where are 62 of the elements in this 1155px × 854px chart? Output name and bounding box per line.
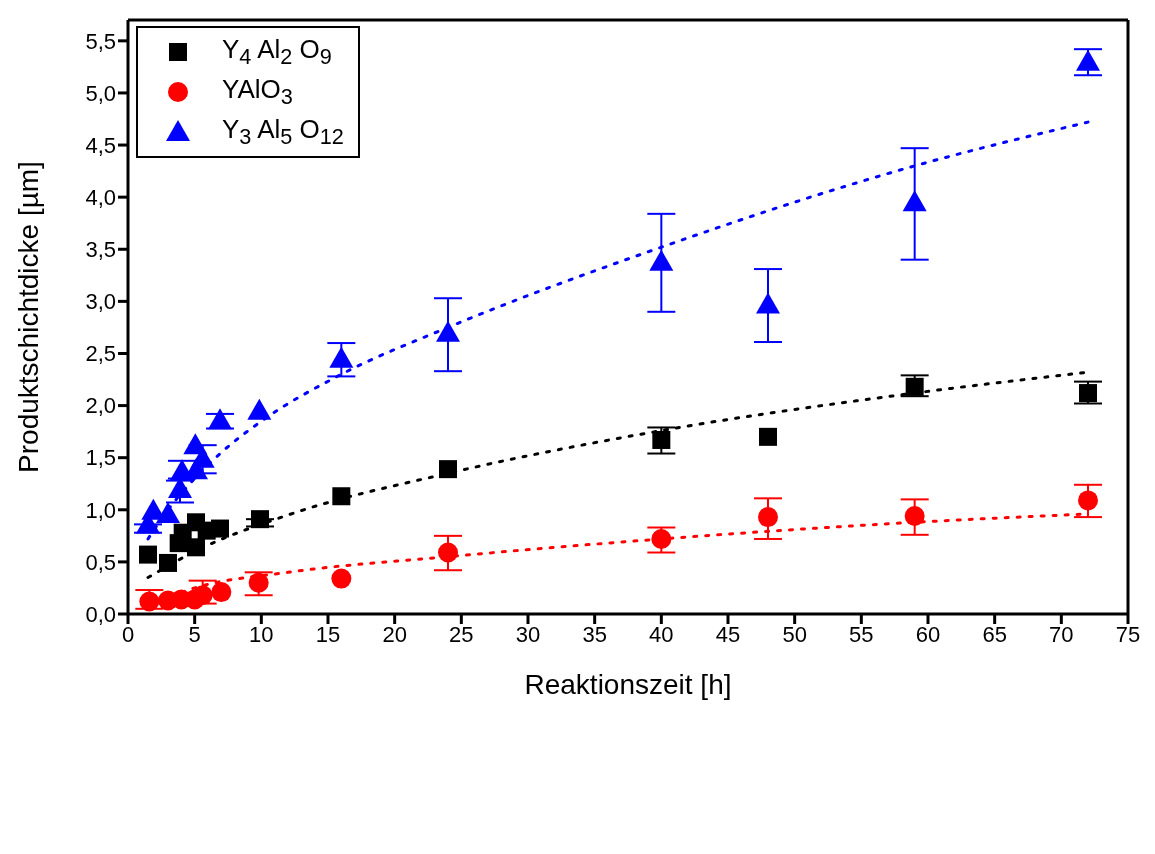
point <box>649 249 674 271</box>
x-tick-label: 70 <box>1049 621 1074 647</box>
y-tick-label: 0,0 <box>85 601 116 627</box>
point <box>902 190 927 212</box>
x-tick-label: 10 <box>249 621 274 647</box>
x-tick-label: 75 <box>1115 621 1141 647</box>
x-tick-label: 55 <box>849 621 874 647</box>
point <box>159 553 177 572</box>
legend-label: Y$_{3}$ Al$_{5}$ O$_{12}$ <box>222 113 344 151</box>
x-axis-title: Reaktionszeit [h] <box>524 669 732 700</box>
y-tick-label: 1,5 <box>85 445 116 471</box>
x-tick-label: 40 <box>649 621 674 647</box>
point <box>1078 490 1098 511</box>
point <box>211 519 229 538</box>
y-tick-label: 2,5 <box>85 341 116 367</box>
legend-label: Y$_{4}$ Al$_{2}$ O$_{9}$ <box>222 33 332 71</box>
y-tick-label: 4,0 <box>85 184 116 210</box>
y-tick-label: 4,5 <box>85 132 116 158</box>
point <box>652 430 671 449</box>
point <box>332 487 351 506</box>
point <box>331 568 352 589</box>
point <box>756 292 780 314</box>
point <box>139 591 160 612</box>
point <box>192 585 213 606</box>
x-tick-label: 20 <box>382 621 407 647</box>
point <box>248 572 269 593</box>
y-tick-label: 3,5 <box>85 237 116 263</box>
point <box>247 398 272 420</box>
point <box>1076 49 1100 71</box>
x-tick-label: 30 <box>515 621 541 647</box>
x-tick-label: 45 <box>715 621 741 647</box>
y-tick-label: 5,0 <box>85 80 116 106</box>
y-tick-label: 0,5 <box>85 549 116 575</box>
point <box>1079 384 1097 403</box>
y-tick-label: 1,0 <box>85 497 116 523</box>
point <box>904 506 925 527</box>
point <box>436 320 460 342</box>
point <box>329 346 354 368</box>
point <box>758 507 778 528</box>
x-tick-label: 15 <box>315 621 341 647</box>
x-tick-label: 50 <box>782 621 807 647</box>
point <box>438 542 458 563</box>
point <box>139 545 157 564</box>
point <box>190 446 215 468</box>
legend-label: YAlO$_{3}$ <box>222 73 293 111</box>
x-tick-label: 25 <box>449 621 474 647</box>
point <box>156 501 180 523</box>
x-tick-label: 35 <box>582 621 607 647</box>
point <box>651 528 672 549</box>
x-tick-label: 5 <box>188 621 201 647</box>
y-axis-title: Produktschichtdicke [µm] <box>12 161 44 473</box>
y-tick-label: 5,5 <box>85 28 116 54</box>
y-tick-label: 3,0 <box>85 289 116 315</box>
x-tick-label: 60 <box>915 621 941 647</box>
point <box>251 510 269 529</box>
x-tick-label: 0 <box>121 621 135 647</box>
y-tick-label: 2,0 <box>85 393 116 419</box>
point <box>211 582 232 603</box>
x-tick-label: 65 <box>982 621 1007 647</box>
point <box>905 377 924 396</box>
point <box>439 460 457 479</box>
point <box>759 427 777 446</box>
